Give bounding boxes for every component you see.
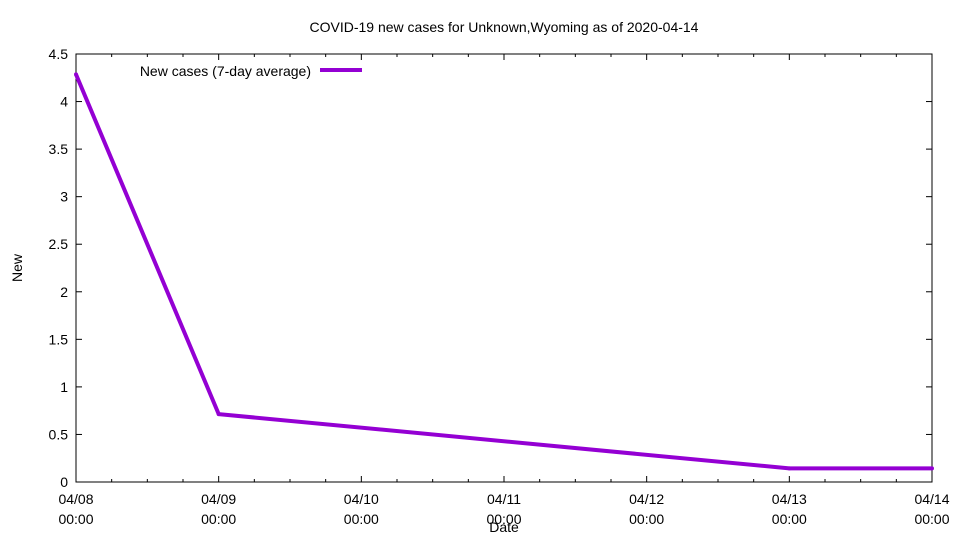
x-tick-label-date: 04/14: [914, 491, 949, 507]
chart-title: COVID-19 new cases for Unknown,Wyoming a…: [310, 19, 699, 35]
x-tick-label-date: 04/13: [772, 491, 807, 507]
x-tick-label-time: 00:00: [58, 511, 93, 527]
data-point: [787, 466, 792, 471]
data-point: [216, 412, 221, 417]
y-tick-label: 2.5: [49, 236, 69, 252]
x-tick-label-time: 00:00: [629, 511, 664, 527]
y-axis-label: New: [9, 253, 25, 282]
x-axis-label: Date: [489, 519, 519, 535]
y-tick-label: 0.5: [49, 426, 69, 442]
y-tick-label: 3.5: [49, 141, 69, 157]
x-tick-label-time: 00:00: [772, 511, 807, 527]
x-axis: 04/08 00:00 04/09 00:00 04/10 00:00 04/11 00:00…: [58, 54, 950, 527]
x-tick-label-date: 04/12: [629, 491, 664, 507]
data-point: [930, 466, 934, 471]
y-tick-label: 2: [60, 284, 68, 300]
data-point: [74, 72, 78, 77]
x-tick-label-date: 04/11: [487, 491, 521, 507]
y-axis: 0 0.5 1 1.5 2 2.5 3 3.5 4 4.5: [49, 46, 932, 490]
legend-label: New cases (7-day average): [140, 63, 311, 79]
x-tick-label-date: 04/09: [201, 491, 236, 507]
y-tick-label: 1.5: [49, 331, 69, 347]
x-tick-label-time: 00:00: [486, 511, 521, 527]
y-tick-label: 4: [60, 94, 68, 110]
y-tick-label: 0: [60, 474, 68, 490]
series-line-0: [74, 73, 932, 471]
x-tick-label-time: 00:00: [344, 511, 379, 527]
series-layer: [74, 72, 934, 471]
x-tick-label-time: 00:00: [914, 511, 949, 527]
y-tick-label: 1: [60, 379, 68, 395]
y-tick-label: 4.5: [49, 46, 69, 62]
x-tick-label-date: 04/10: [344, 491, 379, 507]
legend: New cases (7-day average): [140, 63, 362, 79]
plot-frame: [75, 53, 933, 483]
x-tick-label-time: 00:00: [201, 511, 236, 527]
y-tick-label: 3: [60, 189, 68, 205]
x-tick-label-date: 04/08: [58, 491, 93, 507]
